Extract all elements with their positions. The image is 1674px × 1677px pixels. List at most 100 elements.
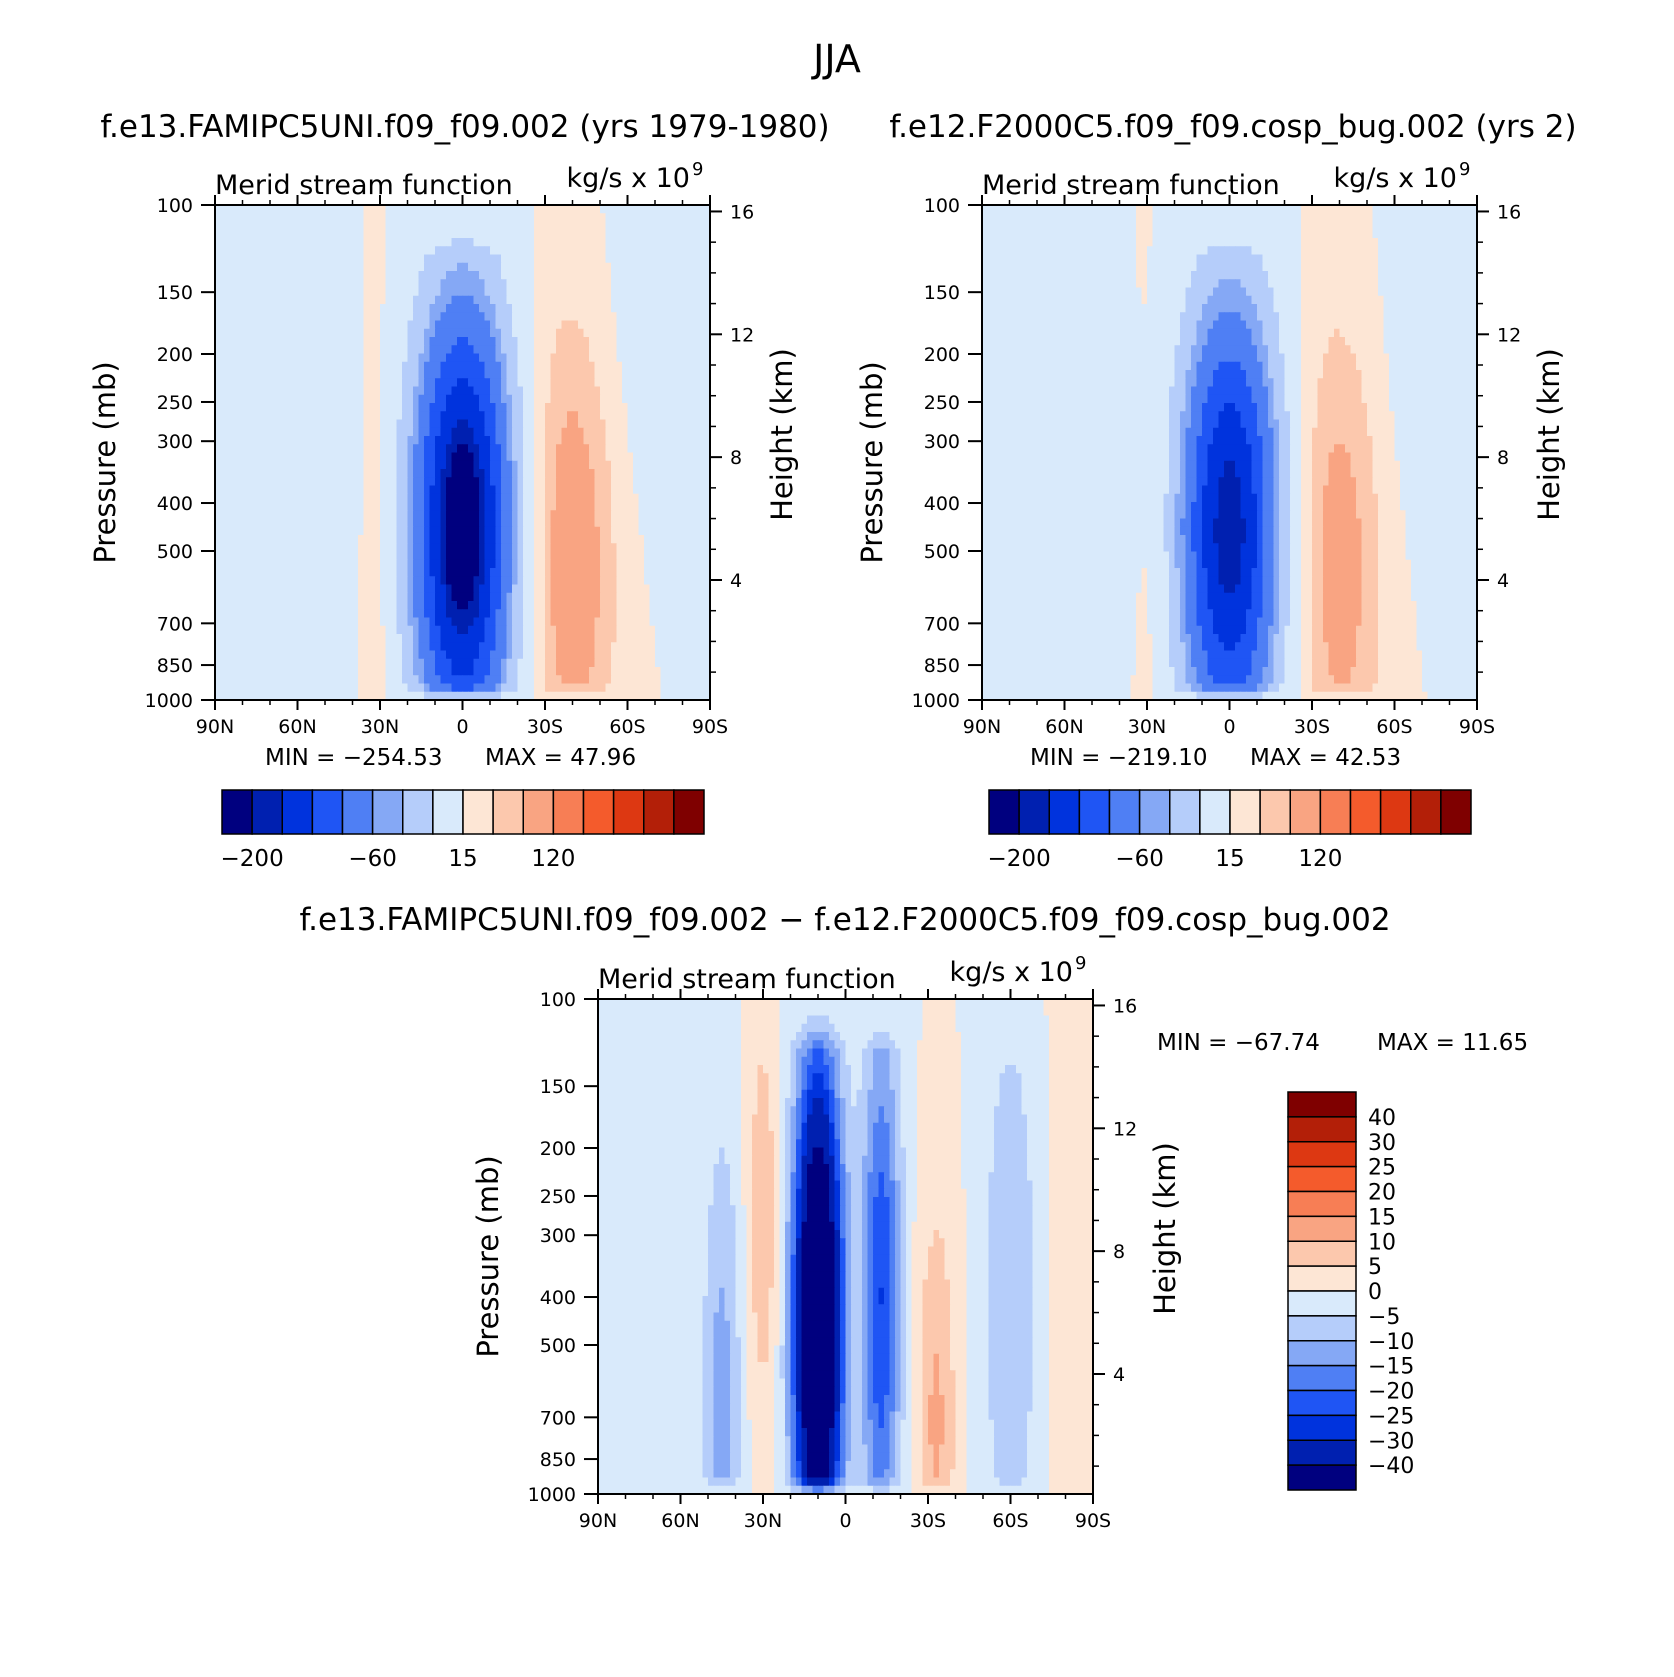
field-cell (435, 485, 442, 495)
field-cell (567, 551, 574, 561)
field-cell (286, 592, 293, 602)
field-cell (451, 642, 458, 652)
field-cell (259, 353, 266, 363)
field-cell (413, 535, 420, 544)
field-cell (627, 312, 634, 322)
field-cell (435, 452, 442, 462)
field-cell (556, 460, 563, 470)
field-cell (314, 634, 321, 643)
field-cell (561, 320, 568, 330)
field-cell (297, 386, 304, 396)
field-cell (402, 617, 409, 627)
field-cell (545, 568, 552, 577)
field-cell (369, 353, 376, 363)
field-cell (220, 444, 227, 454)
field-cell (501, 361, 508, 371)
field-cell (638, 535, 645, 544)
field-cell (352, 460, 359, 470)
field-cell (539, 650, 546, 660)
field-cell (264, 427, 271, 437)
field-cell (528, 551, 535, 561)
field-cell (429, 361, 436, 371)
field-cell (231, 642, 238, 652)
field-cell (534, 576, 541, 586)
field-cell (336, 493, 343, 503)
field-cell (248, 469, 255, 478)
field-cell (528, 477, 535, 487)
field-cell (682, 650, 689, 660)
field-cell (462, 411, 469, 421)
field-cell (704, 543, 711, 553)
field-cell (495, 584, 502, 594)
field-cell (319, 345, 326, 355)
field-cell (622, 477, 629, 487)
field-cell (451, 411, 458, 421)
field-cell (347, 394, 354, 404)
field-cell (462, 386, 469, 396)
field-cell (682, 510, 689, 520)
field-cell (407, 625, 414, 635)
field-cell (440, 337, 447, 346)
field-cell (451, 427, 458, 437)
field-cell (495, 419, 502, 429)
field-cell (556, 320, 563, 330)
field-cell (512, 460, 519, 470)
field-cell (704, 295, 711, 305)
field-cell (616, 601, 623, 610)
field-cell (352, 526, 359, 536)
field-cell (319, 427, 326, 437)
field-cell (539, 328, 546, 338)
field-cell (583, 312, 590, 322)
field-cell (484, 213, 491, 223)
field-cell (396, 518, 403, 528)
field-cell (550, 551, 557, 561)
field-cell (242, 493, 249, 503)
field-cell (572, 221, 579, 231)
field-cell (374, 337, 381, 346)
field-cell (314, 436, 321, 445)
field-cell (699, 601, 706, 610)
field-cell (473, 337, 480, 346)
field-cell (407, 658, 414, 668)
field-cell (512, 609, 519, 619)
field-cell (270, 262, 277, 272)
field-cell (671, 427, 678, 437)
field-cell (325, 576, 332, 586)
field-cell (457, 510, 464, 520)
field-cell (325, 510, 332, 520)
field-cell (286, 526, 293, 536)
field-cell (633, 279, 640, 289)
field-cell (561, 609, 568, 619)
field-cell (369, 378, 376, 388)
field-cell (633, 394, 640, 404)
field-cell (671, 246, 678, 256)
field-cell (429, 370, 436, 379)
field-cell (539, 394, 546, 404)
field-cell (270, 601, 277, 610)
field-cell (677, 320, 684, 330)
field-cell (622, 436, 629, 445)
field-cell (517, 568, 524, 577)
field-cell (539, 345, 546, 355)
field-cell (495, 617, 502, 627)
field-cell (462, 493, 469, 503)
field-cell (325, 617, 332, 627)
field-cell (385, 229, 392, 239)
field-cell (215, 419, 222, 429)
field-cell (633, 510, 640, 520)
field-cell (539, 312, 546, 322)
field-cell (605, 568, 612, 577)
field-cell (363, 221, 370, 231)
field-cell (292, 576, 299, 586)
field-cell (671, 609, 678, 619)
field-cell (633, 262, 640, 272)
field-cell (495, 312, 502, 322)
field-cell (583, 205, 590, 214)
field-cell (490, 394, 497, 404)
field-cell (264, 370, 271, 379)
field-cell (347, 254, 354, 264)
field-cell (215, 213, 222, 223)
field-cell (237, 320, 244, 330)
field-cell (556, 254, 563, 264)
field-cell (242, 287, 249, 297)
